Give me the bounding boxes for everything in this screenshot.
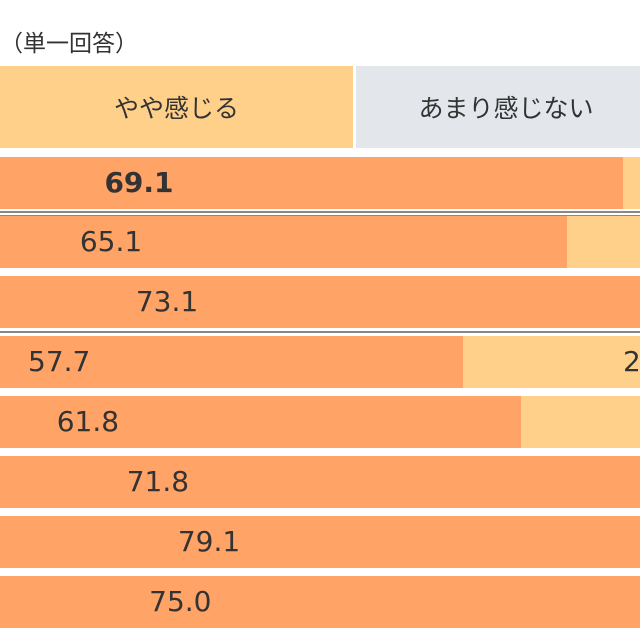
bar-strong-segment — [0, 396, 521, 448]
value-label: 79.1 — [177, 525, 241, 558]
value-label: 65.1 — [79, 225, 143, 258]
bar-strong-segment — [0, 576, 640, 628]
bar-strong-segment — [0, 456, 640, 508]
value-label: 57.7 — [28, 345, 91, 378]
value-label: 61.8 — [56, 405, 120, 438]
group-separator — [0, 211, 640, 216]
value-label: 75.0 — [149, 585, 212, 618]
bar-strong-segment — [0, 516, 640, 568]
bar-strong-segment — [0, 216, 567, 268]
group-separator — [0, 331, 640, 333]
legend-header-amari-kanjinai: あまり感じない — [356, 66, 640, 148]
value-label: 69.1 — [104, 166, 174, 199]
legend-label: あまり感じない — [418, 94, 594, 123]
value-label: 73.1 — [135, 285, 199, 318]
bar-strong-segment — [0, 276, 640, 328]
bar-strong-segment — [0, 157, 623, 209]
answer-type-note: （単一回答） — [0, 31, 138, 57]
bar-strong-segment — [0, 336, 464, 388]
value-label: 71.8 — [126, 465, 190, 498]
legend-header-yaya-kanjiru: やや感じる — [0, 66, 353, 148]
legend-label: やや感じる — [113, 94, 239, 123]
partial-value-label: 2 — [623, 345, 640, 378]
